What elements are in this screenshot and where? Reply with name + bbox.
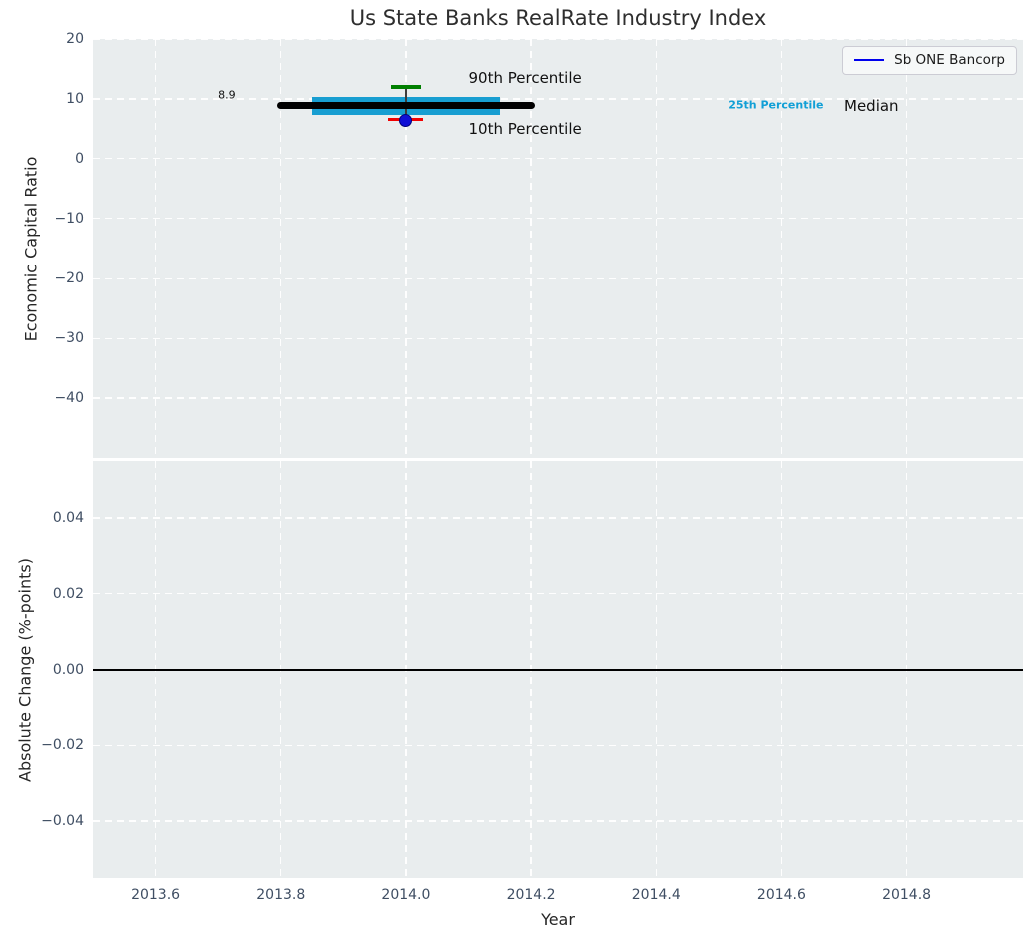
gridline-horizontal bbox=[93, 217, 1023, 220]
y-tick-label: 0.00 bbox=[52, 661, 84, 678]
gridline-horizontal bbox=[93, 39, 1023, 40]
gridline-vertical bbox=[530, 39, 532, 458]
y-tick-label: −0.02 bbox=[41, 737, 84, 754]
gridline-horizontal bbox=[93, 98, 1023, 100]
x-tick-label: 2014.2 bbox=[506, 887, 556, 903]
gridline-vertical bbox=[655, 39, 657, 458]
x-tick-label: 2014.6 bbox=[756, 887, 806, 903]
x-tick-label: 2013.8 bbox=[256, 887, 306, 903]
bottom-plot bbox=[93, 461, 1023, 878]
y-tick-label: 20 bbox=[66, 31, 84, 47]
gridline-vertical bbox=[405, 39, 407, 458]
x-tick-label: 2014.0 bbox=[381, 887, 431, 903]
gridline-horizontal bbox=[93, 517, 1023, 519]
gridline-vertical bbox=[154, 39, 157, 458]
series-zero-change-baseline bbox=[93, 668, 1023, 671]
top-plot: Sb ONE Bancorp 8.9 90th Percentile 10th Pe… bbox=[93, 39, 1023, 458]
gridline-horizontal bbox=[93, 277, 1023, 280]
y-tick-label: −20 bbox=[54, 270, 84, 287]
x-axis-label: Year bbox=[541, 910, 575, 929]
x-tick-label: 2014.8 bbox=[882, 887, 932, 903]
annotation: Median bbox=[844, 97, 899, 116]
gridline-horizontal bbox=[93, 337, 1023, 339]
gridline-horizontal bbox=[93, 820, 1023, 822]
annotation: 8.9 bbox=[218, 88, 236, 102]
annotation: 90th Percentile bbox=[468, 68, 582, 87]
y-tick-label: −40 bbox=[54, 390, 84, 407]
legend: Sb ONE Bancorp bbox=[842, 46, 1017, 75]
y-tick-label: −30 bbox=[54, 330, 84, 347]
gridline-vertical bbox=[905, 39, 908, 458]
legend-line-sample bbox=[854, 58, 885, 62]
gridline-vertical bbox=[780, 39, 783, 458]
y-tick-label: −0.04 bbox=[41, 813, 84, 830]
y-tick-label: 10 bbox=[66, 90, 84, 107]
errorbar-cap-high bbox=[390, 85, 421, 89]
gridline-horizontal bbox=[93, 744, 1023, 746]
annotation: 25th Percentile bbox=[728, 98, 824, 112]
gridline-vertical bbox=[280, 39, 282, 458]
x-tick-label: 2013.6 bbox=[131, 887, 181, 903]
series-industry-median bbox=[277, 101, 535, 109]
gridline-horizontal bbox=[93, 397, 1023, 399]
y-tick-label: 0 bbox=[75, 150, 84, 167]
x-tick-label: 2014.4 bbox=[631, 887, 681, 903]
gridline-horizontal bbox=[93, 158, 1023, 160]
gridline-horizontal bbox=[93, 592, 1023, 595]
y-axis-label-top: Economic Capital Ratio bbox=[21, 156, 41, 342]
legend-label: Sb ONE Bancorp bbox=[894, 52, 1005, 68]
chart-title: Us State Banks RealRate Industry Index bbox=[349, 6, 767, 30]
point-sb-one-bancorp bbox=[399, 113, 413, 127]
y-axis-label-bottom: Absolute Change (%-points) bbox=[15, 558, 35, 782]
annotation: 10th Percentile bbox=[468, 119, 582, 138]
y-tick-label: 0.04 bbox=[52, 509, 84, 526]
y-tick-label: −10 bbox=[54, 210, 84, 227]
y-tick-label: 0.02 bbox=[52, 585, 84, 602]
